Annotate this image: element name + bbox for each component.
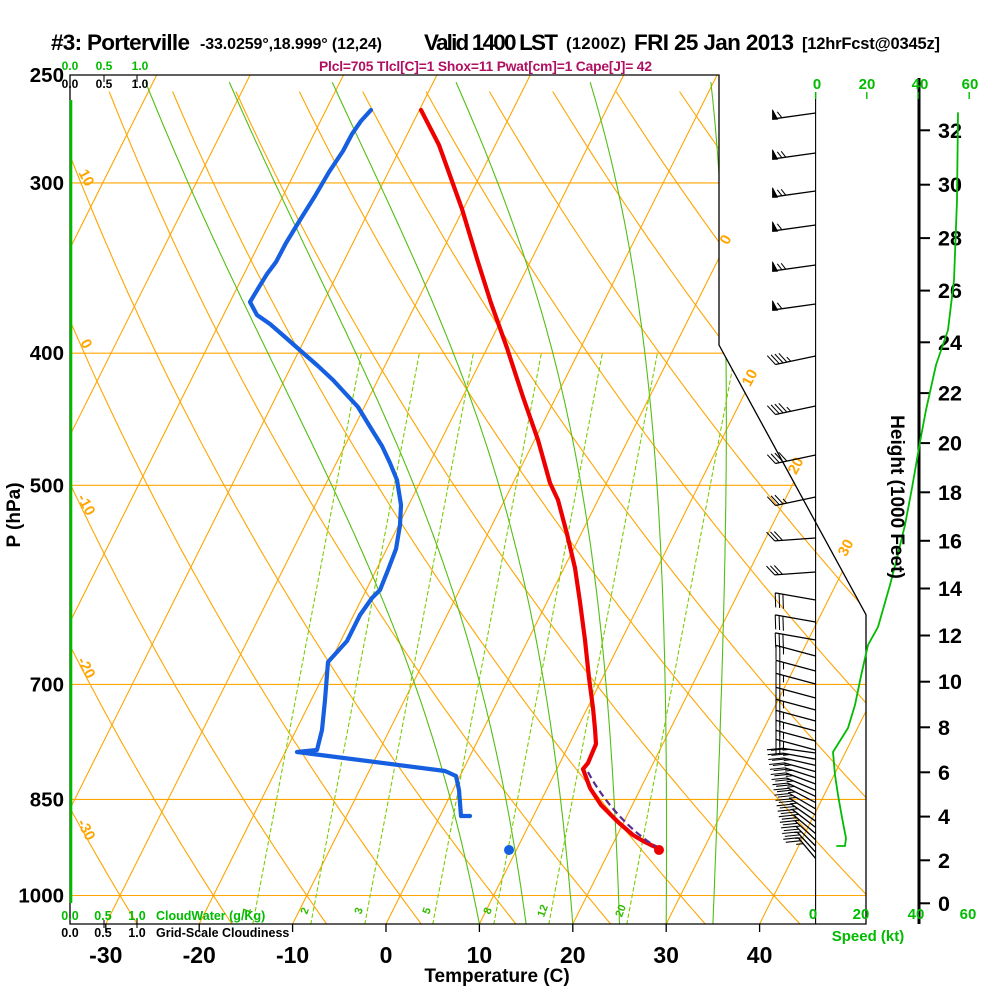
svg-text:0: 0 bbox=[938, 892, 950, 916]
svg-text:14: 14 bbox=[938, 577, 962, 601]
svg-text:10: 10 bbox=[75, 167, 98, 190]
svg-text:-30: -30 bbox=[89, 942, 122, 968]
svg-text:Plcl=705 Tlcl[C]=1 Shox=11 Pwa: Plcl=705 Tlcl[C]=1 Shox=11 Pwat[cm]=1 Ca… bbox=[319, 59, 652, 74]
svg-text:40: 40 bbox=[912, 76, 929, 93]
svg-text:0.0: 0.0 bbox=[62, 59, 79, 73]
svg-text:10: 10 bbox=[739, 367, 762, 390]
svg-text:0.5: 0.5 bbox=[96, 59, 113, 73]
svg-text:Valid 1400 LST: Valid 1400 LST bbox=[424, 30, 558, 55]
svg-text:-20: -20 bbox=[183, 942, 216, 968]
svg-text:8: 8 bbox=[481, 906, 494, 916]
svg-text:12: 12 bbox=[938, 624, 962, 648]
svg-text:3: 3 bbox=[352, 906, 365, 916]
svg-text:0.5: 0.5 bbox=[94, 909, 111, 923]
svg-text:20: 20 bbox=[859, 76, 876, 93]
svg-text:0: 0 bbox=[813, 76, 821, 93]
svg-text:300: 300 bbox=[30, 172, 64, 195]
svg-text:0.0: 0.0 bbox=[61, 909, 78, 923]
svg-text:500: 500 bbox=[30, 474, 64, 497]
svg-text:FRI 25 Jan 2013: FRI 25 Jan 2013 bbox=[634, 30, 794, 55]
svg-text:2: 2 bbox=[298, 906, 311, 916]
svg-text:250: 250 bbox=[30, 64, 64, 87]
svg-text:40: 40 bbox=[747, 942, 773, 968]
svg-text:0.0: 0.0 bbox=[62, 77, 79, 91]
svg-text:0.5: 0.5 bbox=[96, 77, 113, 91]
svg-text:Speed (kt): Speed (kt) bbox=[832, 928, 905, 945]
svg-text:1.0: 1.0 bbox=[128, 926, 145, 940]
svg-text:Grid-Scale Cloudiness: Grid-Scale Cloudiness bbox=[156, 926, 289, 940]
svg-text:5: 5 bbox=[420, 906, 433, 916]
svg-text:0.0: 0.0 bbox=[61, 926, 78, 940]
svg-text:400: 400 bbox=[30, 342, 64, 365]
svg-text:28: 28 bbox=[938, 227, 962, 251]
svg-text:0: 0 bbox=[380, 942, 393, 968]
svg-text:4: 4 bbox=[938, 805, 950, 829]
svg-text:40: 40 bbox=[908, 906, 925, 923]
svg-text:Temperature (C): Temperature (C) bbox=[424, 966, 569, 987]
svg-text:16: 16 bbox=[938, 529, 962, 553]
svg-text:12: 12 bbox=[535, 903, 550, 919]
svg-text:20: 20 bbox=[853, 906, 870, 923]
svg-text:1000: 1000 bbox=[18, 885, 64, 908]
svg-text:1.0: 1.0 bbox=[132, 77, 149, 91]
svg-text:1.0: 1.0 bbox=[132, 59, 149, 73]
svg-text:0.5: 0.5 bbox=[94, 926, 111, 940]
svg-text:8: 8 bbox=[938, 716, 950, 740]
svg-text:60: 60 bbox=[962, 76, 979, 93]
svg-text:[12hrFcst@0345z]: [12hrFcst@0345z] bbox=[802, 35, 940, 53]
svg-text:#3: Porterville: #3: Porterville bbox=[51, 30, 190, 55]
svg-text:18: 18 bbox=[938, 481, 962, 505]
svg-text:20: 20 bbox=[560, 942, 586, 968]
svg-text:20: 20 bbox=[938, 432, 962, 456]
svg-text:26: 26 bbox=[938, 279, 962, 303]
svg-text:32: 32 bbox=[938, 119, 962, 143]
svg-text:1.0: 1.0 bbox=[128, 909, 145, 923]
svg-text:-10: -10 bbox=[276, 942, 309, 968]
svg-text:-33.0259°,18.999° (12,24): -33.0259°,18.999° (12,24) bbox=[200, 36, 382, 53]
svg-text:0: 0 bbox=[809, 906, 817, 923]
svg-text:1: 1 bbox=[240, 906, 253, 916]
svg-text:CloudWater (g/Kg): CloudWater (g/Kg) bbox=[156, 909, 265, 923]
svg-text:30: 30 bbox=[938, 173, 962, 197]
svg-text:700: 700 bbox=[30, 673, 64, 696]
svg-text:60: 60 bbox=[960, 906, 977, 923]
svg-text:20: 20 bbox=[613, 903, 628, 919]
svg-text:10: 10 bbox=[938, 670, 962, 694]
svg-text:2: 2 bbox=[938, 849, 950, 873]
svg-text:P (hPa): P (hPa) bbox=[4, 482, 25, 547]
svg-text:30: 30 bbox=[653, 942, 679, 968]
svg-text:10: 10 bbox=[467, 942, 493, 968]
svg-text:24: 24 bbox=[938, 331, 962, 355]
svg-text:850: 850 bbox=[30, 788, 64, 811]
svg-text:Height (1000 Feet): Height (1000 Feet) bbox=[886, 415, 907, 579]
svg-text:22: 22 bbox=[938, 382, 962, 406]
svg-text:6: 6 bbox=[938, 761, 950, 785]
svg-text:(1200Z): (1200Z) bbox=[566, 35, 626, 53]
svg-text:30: 30 bbox=[835, 537, 858, 560]
